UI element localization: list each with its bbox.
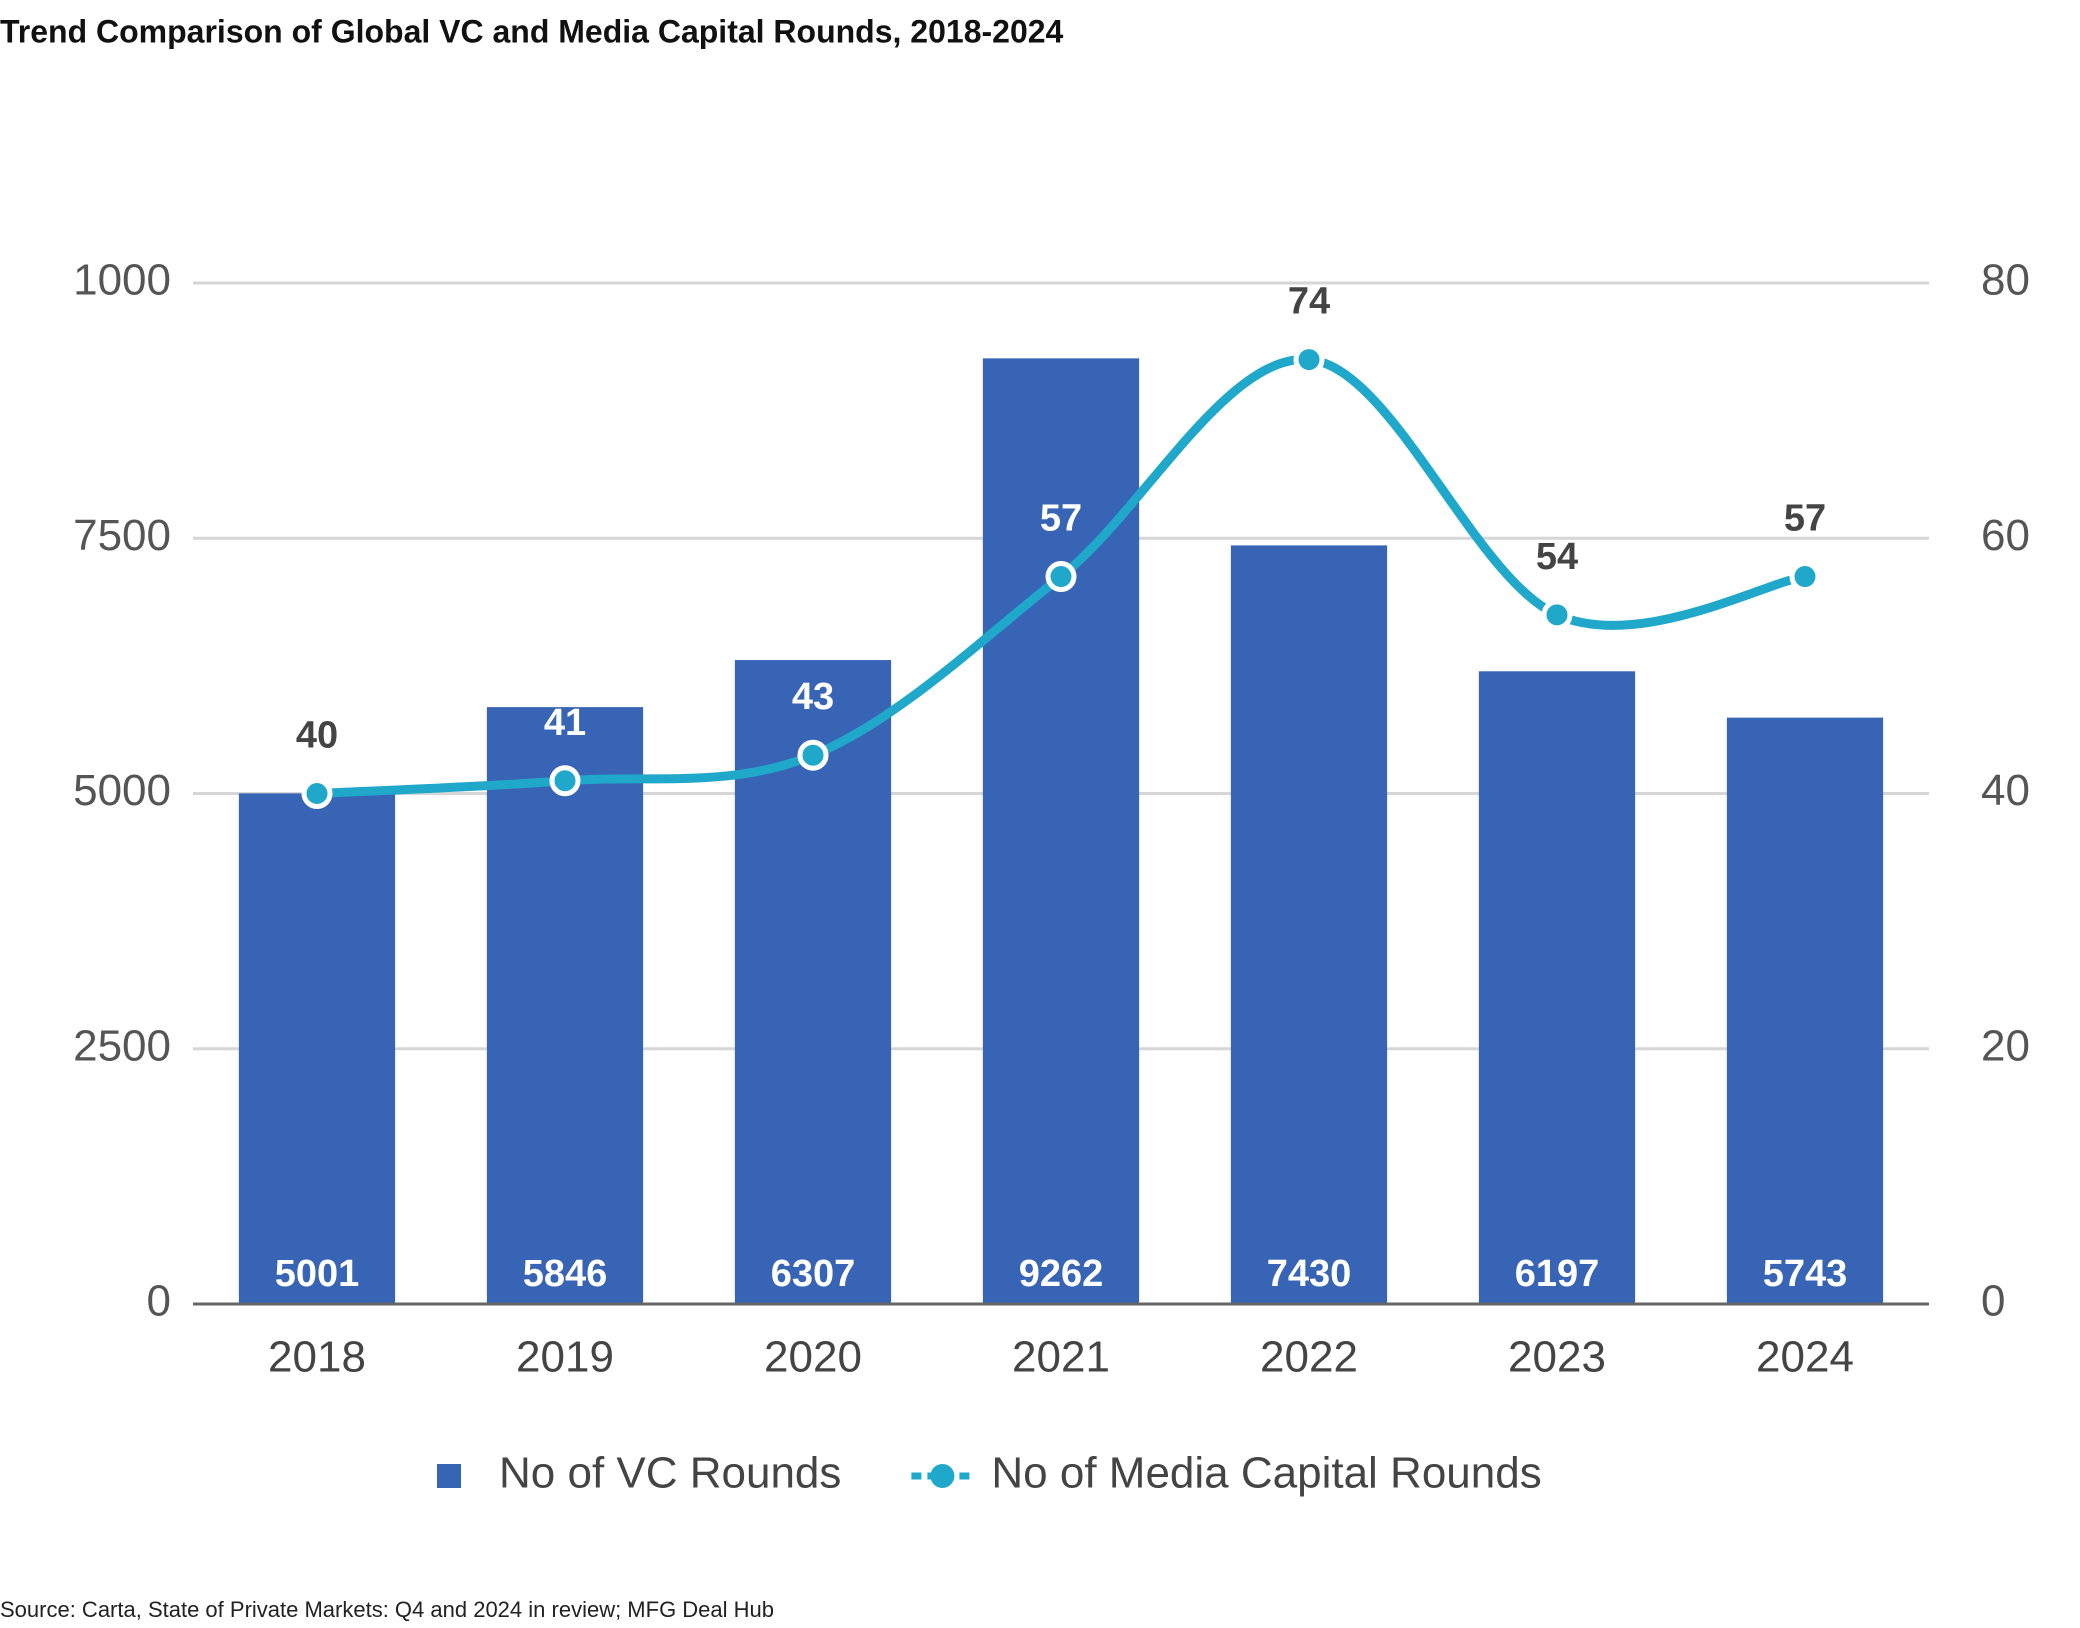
x-tick-label: 2019: [516, 1333, 614, 1382]
line-marker: [1045, 561, 1077, 593]
y-tick-label: 2500: [73, 1021, 171, 1070]
bar: [486, 707, 644, 1304]
x-tick-label: 2022: [1260, 1333, 1358, 1382]
y2-tick-label: 20: [1981, 1021, 2030, 1070]
line-value-label: 40: [296, 715, 338, 757]
bar: [1230, 545, 1388, 1304]
legend-swatch-marker: [930, 1464, 955, 1488]
bar-value-label: 5743: [1763, 1253, 1848, 1295]
y-tick-label: 1000: [73, 256, 171, 305]
bar: [238, 793, 396, 1304]
bar-value-label: 6307: [771, 1253, 856, 1295]
bar: [982, 358, 1140, 1304]
bar: [1478, 671, 1636, 1304]
line-value-label: 54: [1536, 536, 1578, 578]
legend-swatch: [437, 1464, 461, 1488]
line-marker: [301, 778, 333, 809]
chart-title: Trend Comparison of Global VC and Media …: [0, 13, 1064, 49]
line-value-label: 41: [544, 702, 586, 744]
bar-value-label: 6197: [1515, 1253, 1600, 1295]
line-value-label: 57: [1784, 498, 1826, 540]
x-tick-label: 2021: [1012, 1333, 1110, 1382]
bar-value-label: 5001: [275, 1253, 360, 1295]
y-tick-label: 5000: [73, 766, 171, 815]
line-value-label: 74: [1288, 281, 1330, 323]
bar: [1726, 717, 1884, 1304]
line-marker: [797, 739, 829, 771]
y-tick-label: 7500: [73, 511, 171, 560]
bar-value-label: 5846: [523, 1253, 608, 1295]
bar-value-label: 9262: [1019, 1253, 1104, 1295]
x-tick-label: 2018: [268, 1333, 366, 1382]
line-marker: [1293, 344, 1325, 376]
legend-label: No of Media Capital Rounds: [991, 1449, 1541, 1498]
y2-tick-label: 0: [1981, 1277, 2005, 1326]
y2-tick-label: 40: [1981, 766, 2030, 815]
line-marker: [549, 765, 581, 797]
line-marker: [1789, 561, 1821, 593]
y2-tick-label: 60: [1981, 511, 2030, 560]
line-marker: [1541, 599, 1573, 631]
source-note: Source: Carta, State of Private Markets:…: [0, 1597, 774, 1622]
y2-tick-label: 80: [1981, 256, 2030, 305]
x-tick-label: 2023: [1508, 1333, 1606, 1382]
x-tick-label: 2020: [764, 1333, 862, 1382]
bar-value-label: 7430: [1267, 1253, 1352, 1295]
legend-label: No of VC Rounds: [499, 1449, 841, 1498]
y-tick-label: 0: [147, 1277, 171, 1326]
line-value-label: 57: [1040, 498, 1082, 540]
line-value-label: 43: [792, 676, 834, 718]
x-tick-label: 2024: [1756, 1333, 1854, 1382]
